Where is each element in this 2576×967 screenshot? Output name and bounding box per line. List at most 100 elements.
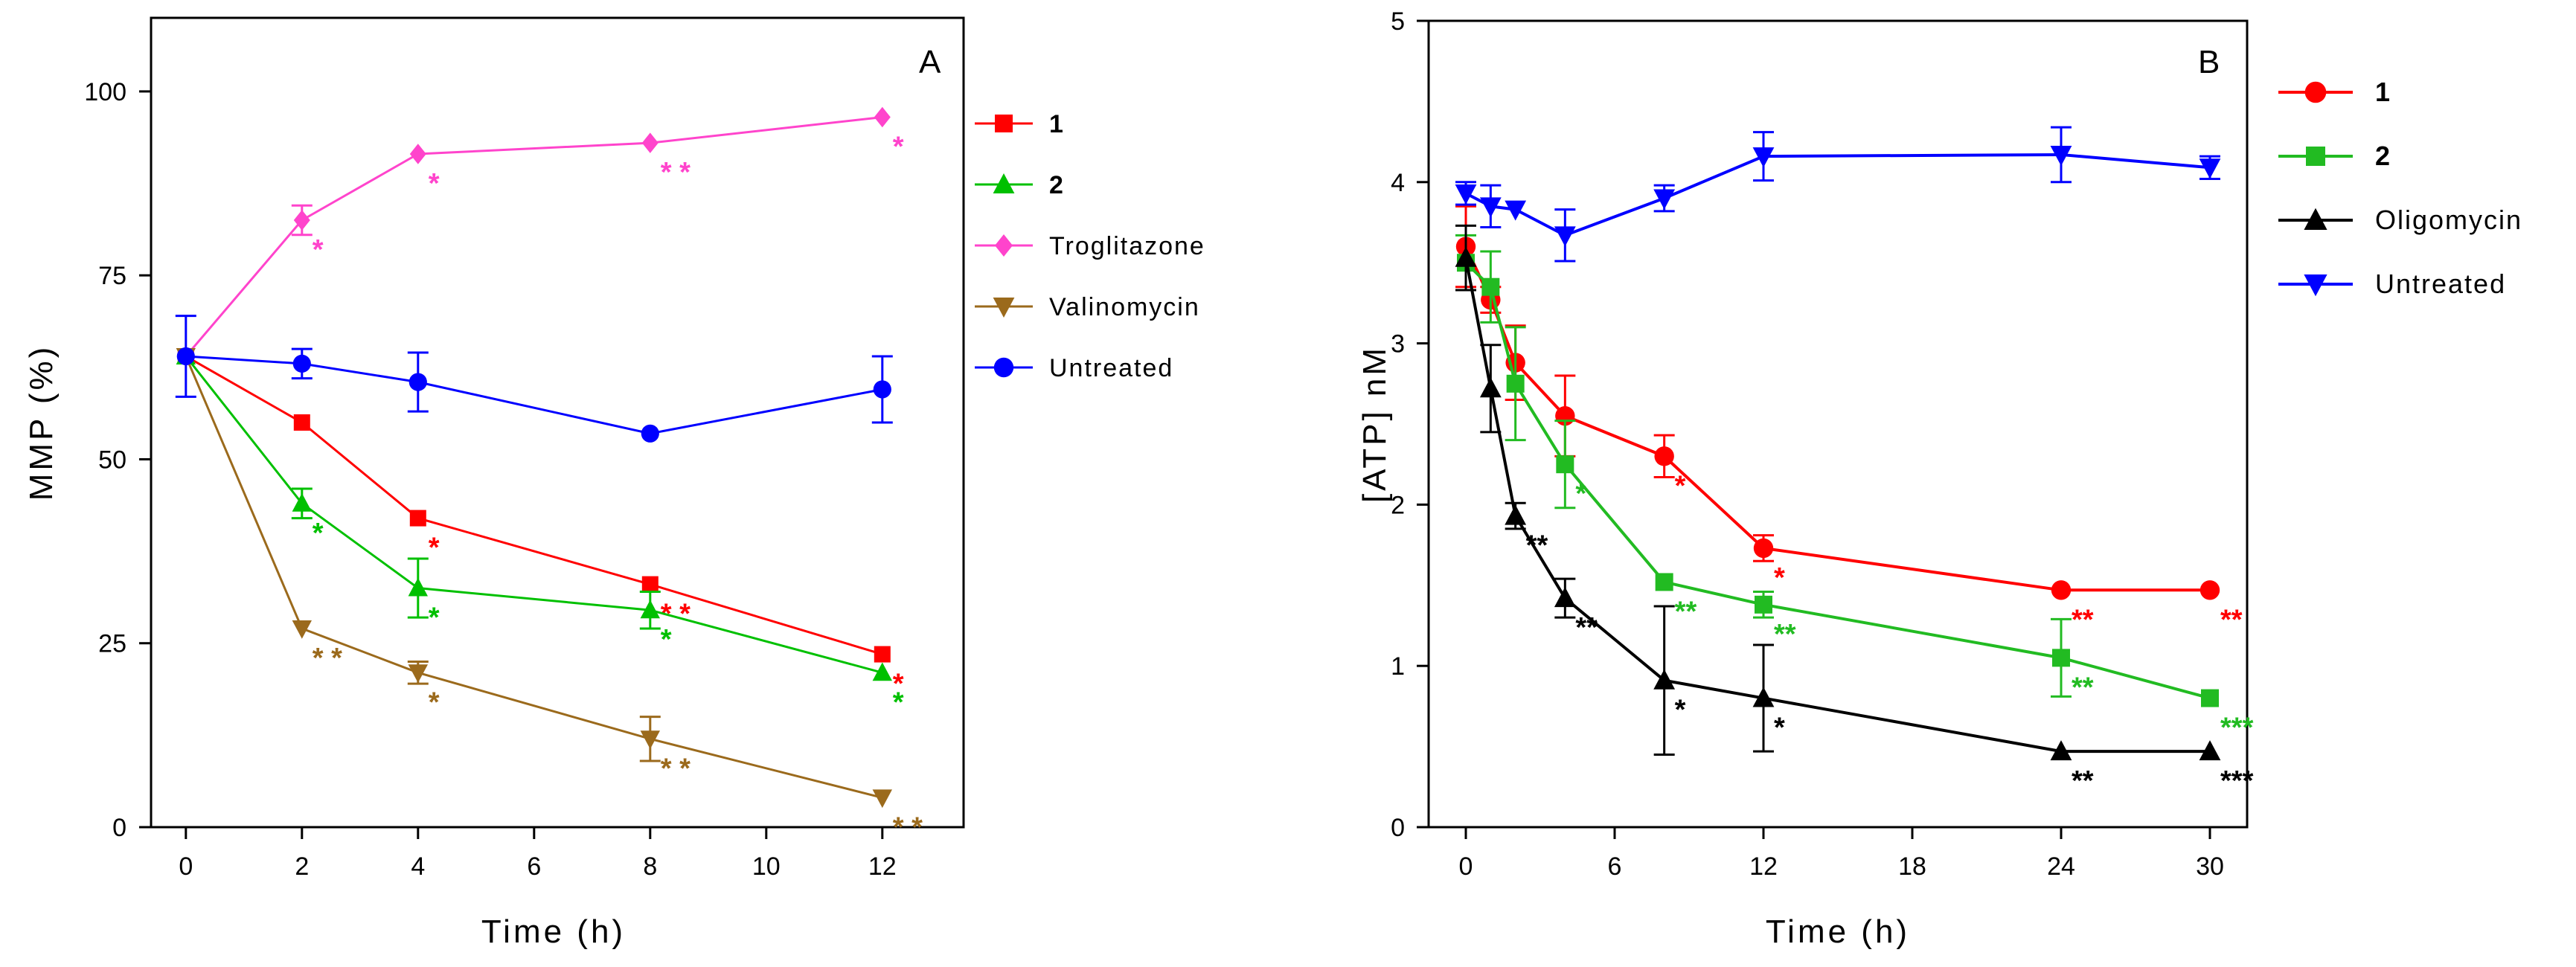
data-point	[2201, 689, 2219, 707]
data-point	[640, 600, 660, 619]
legend-marker	[2306, 147, 2325, 166]
x-tick-label: 30	[2196, 852, 2224, 881]
data-point	[293, 210, 310, 231]
data-point	[872, 789, 892, 809]
data-point	[408, 577, 428, 597]
legend-marker	[993, 298, 1015, 318]
data-point	[1655, 573, 1673, 591]
legend-item: 1	[2278, 77, 2390, 107]
significance-label: *	[1675, 470, 1686, 501]
significance-label: *	[1774, 713, 1785, 744]
data-point	[641, 424, 659, 443]
legend-label: 2	[2375, 141, 2391, 171]
series-line	[1464, 261, 2211, 700]
panel-a-frame	[150, 16, 965, 829]
legend-marker	[2304, 208, 2327, 230]
significance-label: **	[1526, 530, 1548, 562]
series-oligomycin: ******** ***	[1455, 224, 2254, 797]
y-tick-label: 100	[84, 78, 126, 106]
data-point	[2052, 649, 2070, 667]
significance-label: **	[1675, 596, 1697, 627]
data-point	[1755, 595, 1772, 614]
data-point	[2199, 740, 2221, 761]
legend-item: 2	[975, 171, 1065, 199]
data-point	[292, 354, 311, 373]
data-point	[1653, 669, 1676, 690]
data-point	[409, 144, 426, 164]
y-tick-label: 75	[98, 262, 126, 290]
data-point	[293, 414, 310, 431]
legend-item: 2	[2278, 141, 2391, 171]
significance-label: *	[429, 687, 440, 718]
series-troglitazone: * * * * *	[177, 106, 904, 367]
panel-b-y-axis-title: [ATP] nM	[1356, 345, 1393, 503]
data-point	[874, 106, 891, 128]
significance-label: **	[2072, 765, 2094, 797]
significance-label: * *	[661, 753, 691, 784]
significance-label: *	[429, 168, 440, 199]
x-tick-label: 6	[1608, 852, 1622, 881]
data-point	[1455, 246, 1477, 267]
legend-label: Oligomycin	[2375, 205, 2522, 235]
legend-marker	[2304, 81, 2327, 103]
y-tick-label: 25	[98, 630, 126, 658]
data-point	[2199, 158, 2221, 179]
data-point	[1752, 147, 1775, 168]
series-line	[185, 356, 883, 799]
legend-label: 2	[1049, 171, 1065, 199]
data-point	[1479, 197, 1502, 218]
legend-marker	[2304, 274, 2327, 297]
data-point	[1479, 377, 1502, 398]
data-point	[1554, 587, 1576, 608]
data-point	[176, 347, 195, 366]
panel-b-series: **** ******************** ***	[1455, 126, 2254, 797]
panel-a-y-axis-title: MMP (%)	[23, 344, 60, 501]
series-line	[185, 355, 883, 435]
data-point	[2050, 145, 2072, 166]
data-point	[1752, 687, 1775, 707]
x-tick-label: 24	[2047, 852, 2075, 881]
series-line	[1464, 257, 2210, 754]
significance-label: *	[1675, 695, 1686, 726]
significance-label: *	[1774, 562, 1785, 594]
significance-label: *	[661, 624, 672, 655]
data-point	[1506, 374, 1525, 393]
x-tick-label: 6	[527, 852, 541, 881]
y-tick-label: 0	[1391, 814, 1405, 842]
data-point	[873, 380, 891, 399]
x-tick-label: 0	[1459, 852, 1473, 881]
series-line	[1465, 152, 2211, 237]
panel-a-ticks: 0 2 4 6 8 10 12 0 25 50 75 100	[84, 78, 896, 881]
data-point	[1505, 200, 1527, 221]
significance-label: *	[429, 603, 440, 634]
x-tick-label: 2	[295, 852, 309, 881]
data-point	[874, 646, 891, 663]
y-tick-label: 50	[98, 446, 126, 474]
legend-label: Valinomycin	[1049, 293, 1200, 321]
significance-label: **	[1774, 619, 1796, 650]
series-untreated	[1455, 126, 2221, 263]
series-line	[185, 356, 883, 674]
x-tick-label: 12	[1749, 852, 1778, 881]
panel-a-label: A	[919, 44, 941, 80]
significance-label: *	[313, 234, 324, 266]
legend-label: Untreated	[2375, 269, 2506, 299]
data-point	[1653, 189, 1676, 210]
significance-label: **	[2072, 604, 2094, 635]
panel-b-legend: 1 2 Oligomycin Untreated	[2278, 77, 2522, 299]
data-point	[1505, 504, 1527, 525]
data-point	[1753, 538, 1774, 559]
legend-item: Troglitazone	[975, 232, 1204, 260]
y-tick-label: 1	[1391, 652, 1405, 681]
significance-label: *	[429, 533, 440, 564]
y-tick-label: 2	[1391, 491, 1405, 519]
significance-label: *	[893, 687, 904, 718]
series-line	[185, 355, 883, 655]
data-point	[2199, 580, 2220, 600]
y-tick-label: 4	[1391, 169, 1405, 197]
data-point	[292, 620, 312, 639]
series-2: * * * *	[176, 346, 904, 718]
significance-label: ***	[2220, 765, 2254, 797]
